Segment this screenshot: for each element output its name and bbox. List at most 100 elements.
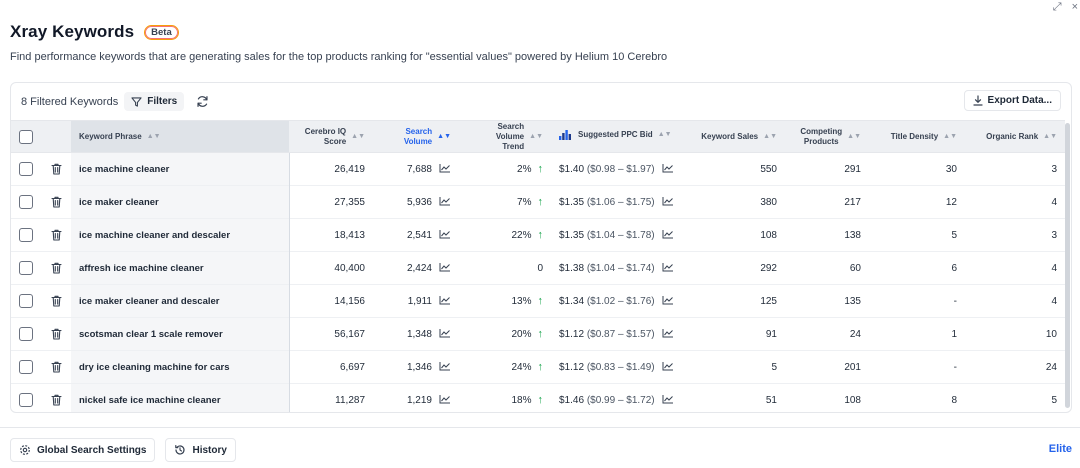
title-density: -: [953, 361, 957, 373]
competing-products: 138: [844, 229, 861, 241]
volume-chart-icon[interactable]: [439, 394, 451, 407]
column-title-density[interactable]: Title Density ▲▼: [869, 120, 965, 153]
trash-icon[interactable]: [50, 328, 62, 340]
volume-chart-icon[interactable]: [439, 262, 451, 275]
search-volume: 1,348: [406, 328, 432, 340]
export-data-button[interactable]: Export Data...: [963, 90, 1061, 111]
trash-icon[interactable]: [50, 163, 62, 175]
ppc-bid: $1.12: [559, 328, 585, 340]
table-row: ice maker cleaner 27,355 5,936 7% ↑ $1.35 ($1…: [11, 185, 1065, 219]
search-volume-trend: 24%: [511, 362, 532, 373]
trash-icon[interactable]: [50, 196, 62, 208]
table-row: ice maker cleaner and descaler 14,156 1,91…: [11, 284, 1065, 318]
column-competing-products[interactable]: Competing Products ▲▼: [785, 120, 869, 153]
cerebro-score: 26,419: [334, 163, 365, 175]
column-search-volume[interactable]: Search Volume ▲▼: [373, 120, 459, 153]
column-suggested-ppc-bid[interactable]: Suggested PPC Bid ▲▼: [551, 120, 689, 153]
ppc-bid-range: ($0.98 – $1.97): [586, 163, 655, 175]
column-cerebro-score[interactable]: Cerebro IQ Score ▲▼: [289, 120, 373, 153]
column-keyword-phrase-label: Keyword Phrase: [79, 131, 142, 141]
competing-products: 291: [844, 163, 861, 175]
table-scrollbar[interactable]: [1065, 123, 1070, 408]
select-all-checkbox[interactable]: [19, 129, 33, 144]
organic-rank: 4: [1051, 295, 1057, 307]
row-checkbox[interactable]: [19, 261, 33, 275]
volume-chart-icon[interactable]: [439, 163, 451, 176]
keyword-sales: 550: [760, 163, 777, 175]
ppc-chart-icon[interactable]: [662, 394, 674, 407]
search-volume-cell: 2,541: [373, 219, 459, 252]
expand-icon[interactable]: ⤢: [1052, 1, 1062, 13]
sort-icon: ▲▼: [943, 132, 957, 140]
trend-up-icon: ↑: [537, 295, 544, 307]
ppc-bid-range: ($0.83 – $1.49): [586, 361, 655, 373]
filter-icon: [131, 96, 142, 107]
trash-icon[interactable]: [50, 262, 62, 274]
search-volume: 1,346: [406, 361, 432, 373]
row-checkbox[interactable]: [19, 294, 33, 308]
keyword-sales: 380: [760, 196, 777, 208]
trash-icon[interactable]: [50, 361, 62, 373]
search-volume-trend-cell: 20% ↑: [459, 318, 551, 351]
history-button[interactable]: History: [165, 438, 236, 462]
column-cerebro-label-2: Score: [323, 136, 347, 146]
trend-up-icon: ↑: [537, 394, 544, 406]
table-header-row: Keyword Phrase ▲▼ Cerebro IQ Score ▲▼ Searc…: [11, 120, 1065, 153]
column-organic-rank-label: Organic Rank: [986, 131, 1039, 141]
trend-up-icon: ↑: [537, 328, 544, 340]
ppc-bid: $1.35: [559, 229, 585, 241]
title-density: -: [953, 295, 957, 307]
global-search-settings-button[interactable]: Global Search Settings: [10, 438, 156, 462]
cerebro-score: 56,167: [334, 328, 365, 340]
ppc-chart-icon[interactable]: [662, 163, 674, 176]
keywords-table: Keyword Phrase ▲▼ Cerebro IQ Score ▲▼ Searc…: [11, 120, 1065, 413]
organic-rank: 24: [1045, 361, 1057, 373]
search-volume-trend-cell: 22% ↑: [459, 219, 551, 252]
ppc-bid-cell: $1.35 ($1.06 – $1.75): [551, 186, 689, 219]
row-checkbox[interactable]: [19, 360, 33, 374]
organic-rank: 3: [1051, 229, 1057, 241]
volume-chart-icon[interactable]: [439, 229, 451, 242]
ppc-bid-range: ($0.99 – $1.72): [586, 394, 655, 406]
row-checkbox[interactable]: [19, 393, 33, 407]
column-keyword-phrase[interactable]: Keyword Phrase ▲▼: [71, 120, 289, 153]
footer: Global Search Settings History: [10, 438, 236, 462]
row-checkbox[interactable]: [19, 162, 33, 176]
trash-icon[interactable]: [50, 229, 62, 241]
refresh-icon[interactable]: [196, 95, 209, 108]
filters-button[interactable]: Filters: [124, 92, 185, 111]
ppc-chart-icon[interactable]: [662, 361, 674, 374]
column-organic-rank[interactable]: Organic Rank ▲▼: [965, 120, 1065, 153]
organic-rank: 3: [1051, 163, 1057, 175]
row-checkbox[interactable]: [19, 327, 33, 341]
close-icon[interactable]: ×: [1071, 1, 1078, 13]
ppc-chart-icon[interactable]: [662, 295, 674, 308]
volume-chart-icon[interactable]: [439, 328, 451, 341]
column-search-volume-trend[interactable]: Search Volume Trend ▲▼: [459, 120, 551, 153]
ppc-chart-icon[interactable]: [662, 262, 674, 275]
filtered-count: 8 Filtered Keywords: [21, 95, 119, 108]
ppc-chart-icon[interactable]: [662, 229, 674, 242]
keyword-sales: 125: [760, 295, 777, 307]
row-checkbox[interactable]: [19, 228, 33, 242]
beta-badge: Beta: [144, 24, 179, 40]
row-checkbox[interactable]: [19, 195, 33, 209]
ppc-chart-icon[interactable]: [662, 196, 674, 209]
competing-products: 217: [844, 196, 861, 208]
history-icon: [175, 445, 186, 455]
keyword-phrase: ice maker cleaner: [71, 185, 290, 219]
search-volume-cell: 1,219: [373, 384, 459, 413]
gear-icon: [20, 445, 30, 455]
ppc-bid: $1.12: [559, 361, 585, 373]
ppc-bid-cell: $1.34 ($1.02 – $1.76): [551, 285, 689, 318]
volume-chart-icon[interactable]: [439, 361, 451, 374]
ppc-bid: $1.38: [559, 262, 585, 274]
ppc-chart-icon[interactable]: [662, 328, 674, 341]
trash-icon[interactable]: [50, 295, 62, 307]
column-keyword-sales[interactable]: Keyword Sales ▲▼: [689, 120, 785, 153]
trash-icon[interactable]: [50, 394, 62, 406]
volume-chart-icon[interactable]: [439, 196, 451, 209]
page-title: Xray Keywords: [10, 22, 135, 41]
volume-chart-icon[interactable]: [439, 295, 451, 308]
history-label: History: [192, 444, 227, 456]
